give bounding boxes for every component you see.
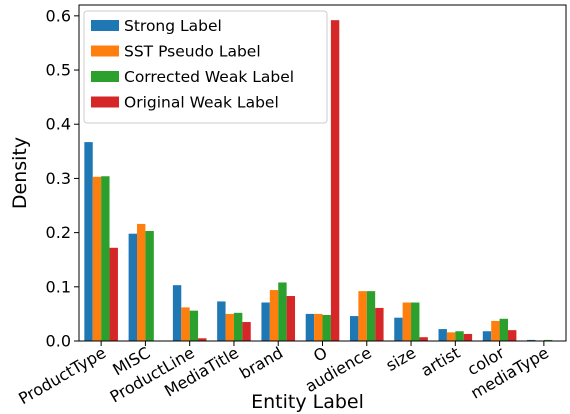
x-tick-label: ProductType (15, 343, 109, 408)
bar-audience-corrected-weak-label (366, 291, 376, 341)
x-tick-label: brand (236, 343, 286, 383)
bar-artist-corrected-weak-label (455, 331, 464, 341)
bar-ProductType-original-weak-label (109, 247, 118, 341)
bar-ProductType-strong-label (84, 142, 93, 341)
bar-MediaTitle-original-weak-label (242, 322, 251, 341)
bar-MISC-corrected-weak-label (145, 230, 154, 341)
legend-label: Strong Label (124, 17, 222, 35)
bar-audience-original-weak-label (375, 307, 384, 341)
x-tick-label: size (383, 343, 419, 375)
bar-brand-strong-label (261, 302, 270, 341)
bars-layer (84, 20, 553, 341)
bar-ProductType-corrected-weak-label (101, 176, 110, 341)
bar-color-corrected-weak-label (499, 318, 508, 341)
legend-label: Corrected Weak Label (124, 68, 294, 86)
bar-brand-original-weak-label (286, 296, 296, 341)
bar-size-original-weak-label (419, 337, 428, 341)
bar-MediaTitle-sst-pseudo-label (225, 313, 234, 341)
y-tick-label: 0.6 (46, 6, 71, 25)
bar-color-original-weak-label (507, 330, 517, 341)
bar-color-sst-pseudo-label (491, 320, 500, 341)
bar-ProductLine-strong-label (172, 285, 182, 341)
legend-label: SST Pseudo Label (124, 43, 261, 61)
x-tick-label: O (310, 343, 330, 366)
bar-size-sst-pseudo-label (402, 302, 412, 341)
y-tick-label: 0.0 (46, 332, 71, 351)
bar-O-sst-pseudo-label (314, 313, 323, 341)
legend-swatch (91, 71, 119, 82)
y-tick-label: 0.2 (46, 223, 71, 242)
bar-audience-strong-label (349, 316, 359, 341)
bar-artist-original-weak-label (463, 333, 473, 341)
bar-audience-sst-pseudo-label (358, 291, 367, 341)
bar-mediaType-strong-label (527, 339, 536, 341)
legend-swatch (91, 45, 119, 57)
bar-O-original-weak-label (330, 20, 340, 341)
x-axis-title: Entity Label (251, 391, 364, 413)
y-axis: 0.0 0.1 0.2 0.3 0.4 0.5 0.6 (46, 6, 79, 351)
bar-size-corrected-weak-label (411, 302, 420, 341)
y-tick-label: 0.3 (46, 169, 71, 188)
bar-size-strong-label (394, 317, 403, 341)
y-tick-label: 0.1 (46, 277, 71, 296)
bar-MediaTitle-corrected-weak-label (233, 312, 243, 341)
y-tick-label: 0.4 (46, 115, 71, 134)
bar-ProductLine-sst-pseudo-label (181, 307, 190, 341)
bar-color-strong-label (482, 331, 492, 341)
legend-box (83, 10, 328, 124)
bar-artist-strong-label (438, 329, 447, 341)
bar-MISC-strong-label (128, 233, 138, 341)
bar-mediaType-corrected-weak-label (543, 339, 553, 341)
bar-O-strong-label (305, 313, 315, 341)
y-tick-label: 0.5 (46, 61, 71, 80)
bar-artist-sst-pseudo-label (446, 332, 456, 341)
y-axis-title: Density (9, 137, 31, 209)
legend-swatch (91, 96, 119, 108)
bar-MediaTitle-strong-label (217, 301, 226, 341)
x-tick-label: artist (418, 343, 464, 380)
bar-brand-corrected-weak-label (278, 282, 287, 341)
bar-ProductLine-corrected-weak-label (189, 310, 199, 341)
legend: Strong Label SST Pseudo Label Corrected We… (83, 10, 328, 124)
bar-ProductType-sst-pseudo-label (92, 176, 102, 341)
bar-O-corrected-weak-label (322, 314, 331, 341)
bar-ProductLine-original-weak-label (198, 338, 207, 341)
bar-MISC-sst-pseudo-label (137, 223, 146, 341)
legend-label: Original Weak Label (124, 94, 279, 112)
bar-brand-sst-pseudo-label (269, 290, 279, 341)
legend-swatch (91, 20, 119, 31)
